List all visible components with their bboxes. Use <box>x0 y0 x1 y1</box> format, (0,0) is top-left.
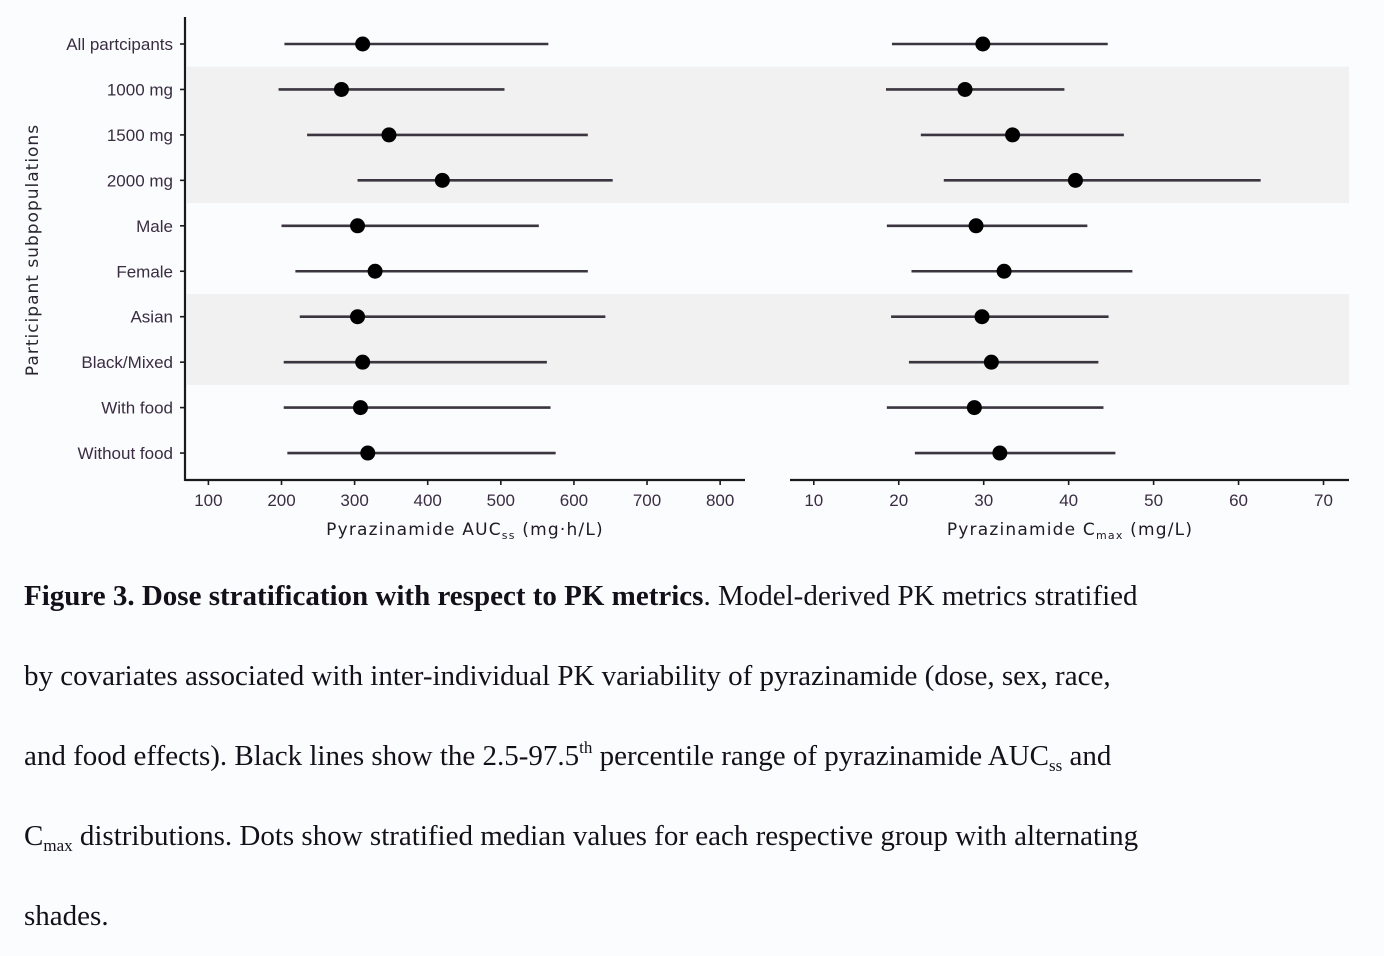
y-tick-label: Without food <box>78 444 173 463</box>
auc-x-tick-label: 200 <box>267 491 295 510</box>
x-axis-title-cmax-sub: max <box>1096 529 1124 542</box>
auc-median-dot <box>434 172 450 188</box>
caption-line-4: Cmax distributions. Dots show stratified… <box>24 796 1369 876</box>
caption-text: and <box>1062 740 1112 772</box>
forest-plot-figure: All partcipants 1000 mg 1500 mg 2000 mg Male… <box>23 17 1349 542</box>
figure-caption: Figure 3. Dose stratification with respe… <box>24 556 1369 956</box>
forest-plot-svg: All partcipants 1000 mg 1500 mg 2000 mg Male… <box>23 17 1349 542</box>
y-tick-label: Male <box>136 217 173 236</box>
x-axis-title-cmax-unit: (mg/L) <box>1124 520 1194 540</box>
caption-subscript: max <box>43 836 73 855</box>
caption-line-3: and food effects). Black lines show the … <box>24 716 1369 796</box>
y-tick-label: 1500 mg <box>107 126 173 145</box>
y-tick-label: Female <box>116 262 173 281</box>
y-category-labels: All partcipants 1000 mg 1500 mg 2000 mg Male… <box>66 35 173 463</box>
caption-text: percentile range of pyrazinamide AUC <box>592 740 1049 772</box>
caption-line-1: Figure 3. Dose stratification with respe… <box>24 556 1369 636</box>
caption-line-2: by covariates associated with inter-indi… <box>24 636 1369 716</box>
cmax-x-tick-label: 50 <box>1144 491 1163 510</box>
cmax-x-tick-label: 70 <box>1314 491 1333 510</box>
x-axis-title-auc-unit: (mg·h/L) <box>516 520 604 540</box>
caption-subscript: ss <box>1048 756 1063 775</box>
cmax-x-tick-label: 10 <box>804 491 823 510</box>
auc-median-dot <box>360 445 376 461</box>
auc-x-tick-label: 700 <box>633 491 661 510</box>
auc-x-tick-label: 300 <box>340 491 368 510</box>
auc-median-dot <box>367 263 383 279</box>
caption-superscript: th <box>579 738 593 757</box>
auc-median-dot <box>381 127 397 143</box>
row-shade-band-2 <box>187 293 1349 385</box>
x-axis-title-auc-main: Pyrazinamide AUC <box>326 520 502 540</box>
cmax-x-tick-label: 20 <box>889 491 908 510</box>
auc-x-tick-label: 500 <box>487 491 515 510</box>
y-tick-label: All partcipants <box>66 35 173 54</box>
cmax-median-dot <box>975 36 991 52</box>
caption-title: Figure 3. Dose stratification with respe… <box>24 580 704 612</box>
cmax-x-tick-label: 40 <box>1059 491 1078 510</box>
x-axis-title-auc: Pyrazinamide AUCss (mg·h/L) <box>326 520 604 542</box>
cmax-median-dot <box>992 445 1008 461</box>
caption-text: and food effects). Black lines show the … <box>24 740 580 772</box>
auc-median-dot <box>352 400 368 416</box>
auc-panel: 100 200 300 400 500 600 700 800 <box>180 17 745 510</box>
x-axis-title-cmax-main: Pyrazinamide C <box>947 520 1096 540</box>
auc-x-tick-label: 400 <box>414 491 442 510</box>
auc-median-dot <box>333 81 349 97</box>
cmax-x-tick-label: 30 <box>974 491 993 510</box>
caption-text: . Model-derived PK metrics stratified <box>703 580 1138 612</box>
y-axis-title: Participant subpopulations <box>23 124 43 376</box>
y-tick-label: Asian <box>130 308 173 327</box>
caption-text: by covariates associated with inter-indi… <box>24 660 1111 692</box>
cmax-x-tick-label: 60 <box>1229 491 1248 510</box>
x-axis-title-auc-sub: ss <box>502 529 516 542</box>
y-tick-label: Black/Mixed <box>81 353 173 372</box>
cmax-median-dot <box>966 400 982 416</box>
y-tick-label: 1000 mg <box>107 80 173 99</box>
x-axis-title-cmax: Pyrazinamide Cmax (mg/L) <box>947 520 1193 542</box>
cmax-panel: 10 20 30 40 50 60 70 <box>790 36 1349 510</box>
auc-median-dot <box>350 218 366 234</box>
cmax-median-dot <box>968 218 984 234</box>
cmax-median-dot <box>1067 172 1083 188</box>
caption-text: C <box>24 820 44 852</box>
cmax-median-dot <box>996 263 1012 279</box>
caption-text: distributions. Dots show stratified medi… <box>72 820 1139 852</box>
auc-median-dot <box>350 309 366 325</box>
auc-median-dot <box>355 354 371 370</box>
y-tick-label: 2000 mg <box>107 171 173 190</box>
auc-median-dot <box>355 36 371 52</box>
y-tick-label: With food <box>101 399 173 418</box>
caption-text: shades. <box>24 900 109 932</box>
auc-x-tick-label: 800 <box>706 491 734 510</box>
cmax-median-dot <box>974 309 990 325</box>
caption-line-5: shades. <box>24 876 1369 956</box>
auc-x-tick-label: 100 <box>194 491 222 510</box>
auc-x-tick-label: 600 <box>560 491 588 510</box>
cmax-median-dot <box>1005 127 1021 143</box>
cmax-median-dot <box>983 354 999 370</box>
cmax-median-dot <box>957 81 973 97</box>
